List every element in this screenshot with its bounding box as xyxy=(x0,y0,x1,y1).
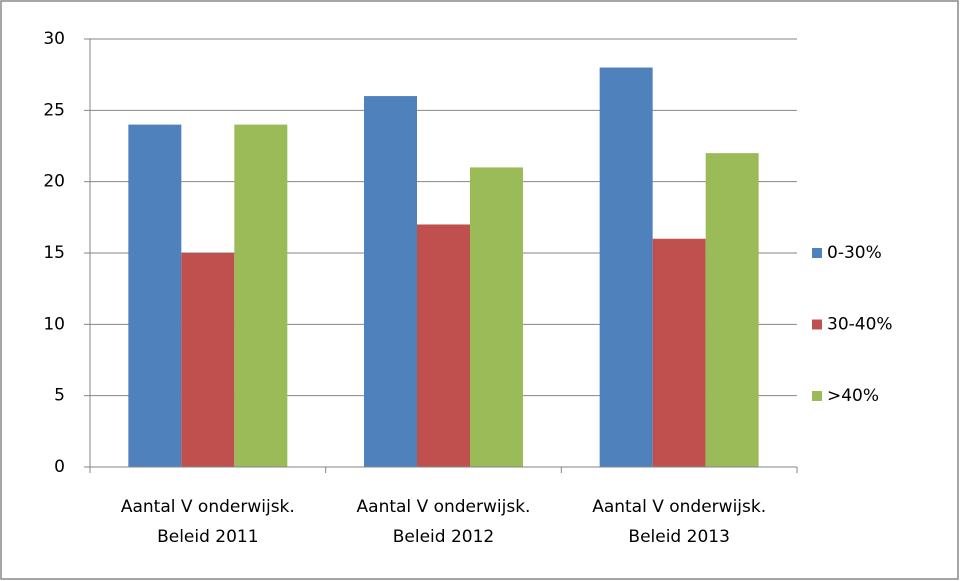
legend-label: >40% xyxy=(827,386,879,406)
legend-swatch xyxy=(812,248,822,258)
y-tick-label: 30 xyxy=(43,29,65,49)
y-tick-label: 0 xyxy=(54,457,65,477)
bar xyxy=(470,167,523,467)
bar xyxy=(705,153,759,467)
bar xyxy=(599,67,653,468)
y-tick-label: 25 xyxy=(43,100,65,120)
legend-label: 30-40% xyxy=(827,315,893,335)
y-tick-label: 10 xyxy=(43,314,65,334)
legend-swatch xyxy=(812,391,822,401)
x-tick-label: Aantal V onderwijsk. Beleid 2013 xyxy=(592,497,767,547)
y-tick-label: 5 xyxy=(54,386,65,406)
legend-swatch xyxy=(812,319,822,330)
bar xyxy=(128,124,182,467)
bar xyxy=(181,253,235,467)
y-tick-label: 15 xyxy=(43,243,65,263)
bar xyxy=(652,238,706,467)
legend-label: 0-30% xyxy=(827,243,882,263)
x-tick-label: Aantal V onderwijsk. Beleid 2012 xyxy=(356,497,531,547)
y-tick-label: 20 xyxy=(43,172,65,192)
x-tick-label: Aantal V onderwijsk. Beleid 2011 xyxy=(120,497,295,547)
bar xyxy=(234,124,288,467)
bar xyxy=(364,96,417,468)
bar xyxy=(417,224,470,467)
